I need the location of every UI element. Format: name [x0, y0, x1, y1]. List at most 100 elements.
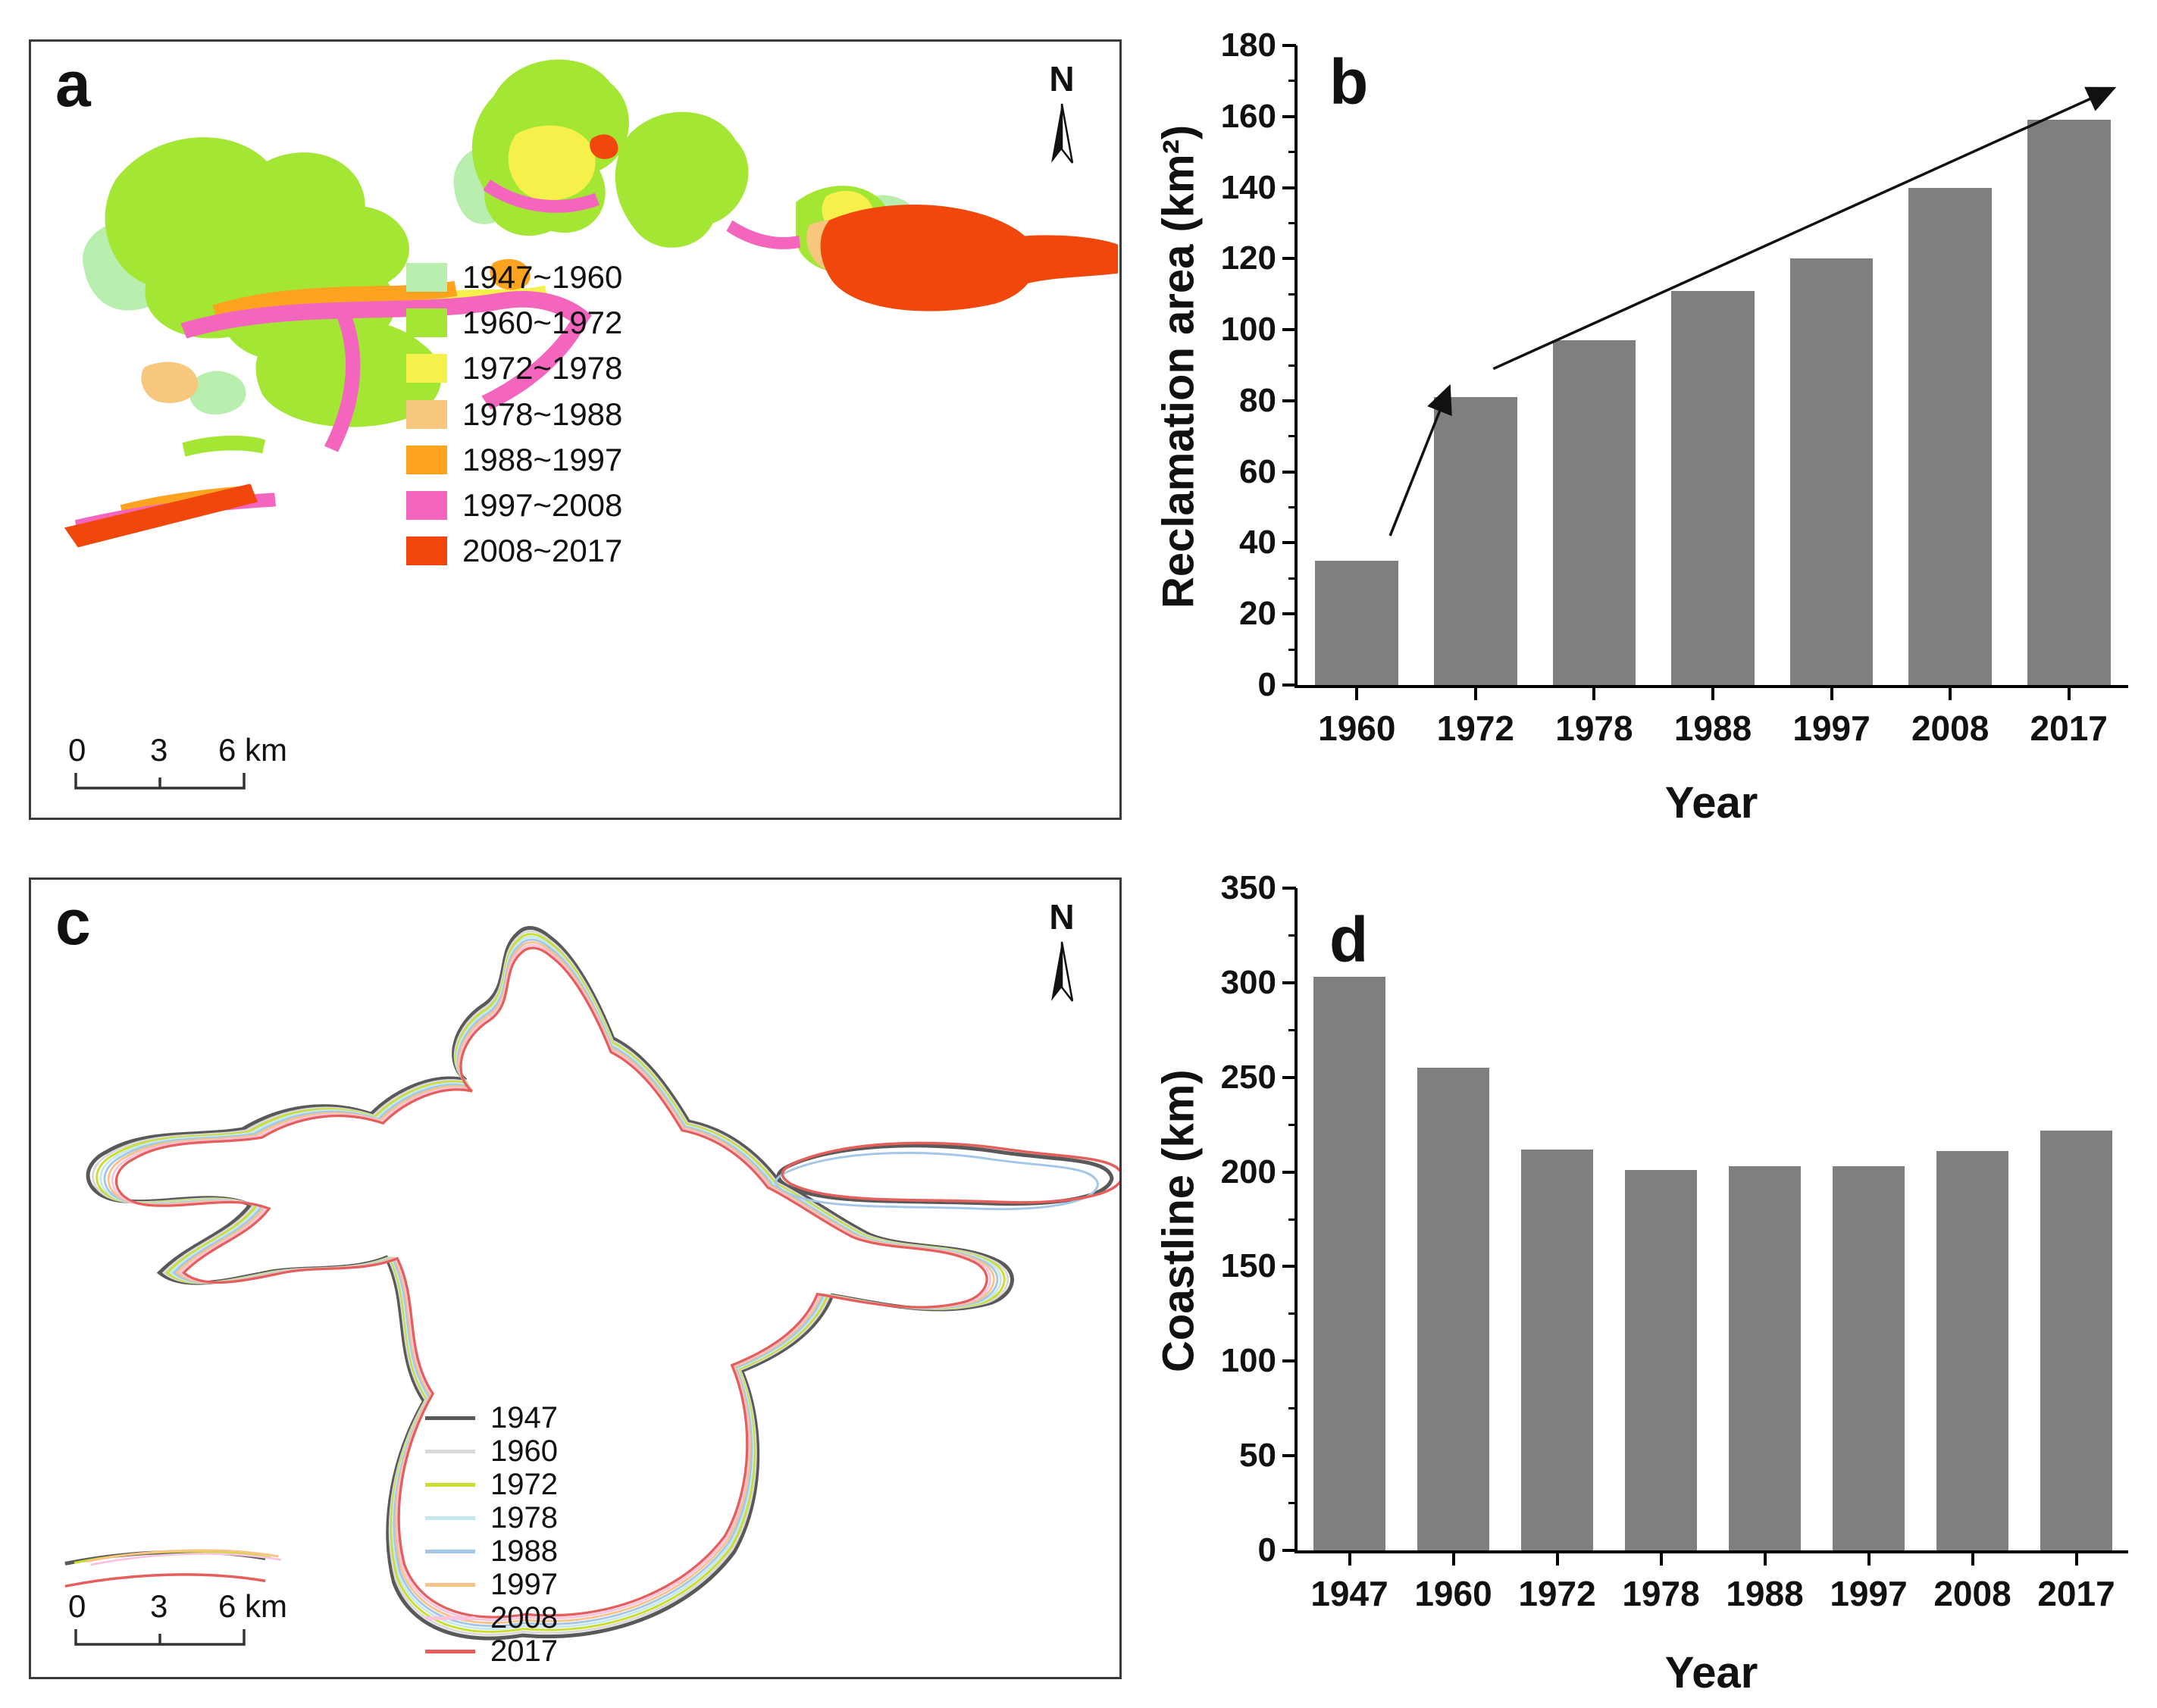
- x-axis-title: Year: [1664, 778, 1758, 827]
- legend-item: 2008~2017: [406, 533, 622, 568]
- y-tick: [1282, 186, 1296, 189]
- chart-reclamation-area: Reclamation area (km²) 0 20 40 60 80 100 120 14…: [1134, 14, 2153, 843]
- legend-color-swatch: [406, 399, 447, 429]
- legend-item: 1978~1988: [406, 396, 623, 432]
- legend-item: 1997~2008: [406, 487, 622, 523]
- panel-label-c: c: [55, 887, 91, 958]
- legend-label: 1972~1978: [462, 350, 623, 386]
- y-tick-label: 250: [1220, 1058, 1276, 1096]
- legend-item: 1972: [425, 1469, 558, 1500]
- legend-label: 1960~1972: [462, 305, 623, 341]
- x-axis-title: Year: [1664, 1648, 1758, 1697]
- bar-2008: [1908, 187, 1992, 685]
- y-tick-label: 100: [1220, 311, 1276, 349]
- y-tick-label: 20: [1239, 595, 1276, 633]
- north-arrow-icon: [1051, 941, 1074, 1002]
- x-tick-label: 1997: [1792, 709, 1871, 748]
- x-tick-label: 1960: [1318, 709, 1396, 748]
- bar-1960: [1315, 560, 1399, 685]
- y-tick: [1282, 1549, 1296, 1552]
- scalebar-zero: 0: [68, 1588, 86, 1624]
- legend-label: 1997: [490, 1568, 558, 1601]
- scale-bar: 0 3 6 km: [68, 1588, 287, 1651]
- legend-item: 1978: [425, 1503, 558, 1533]
- y-minor-tick: [1288, 364, 1296, 367]
- x-tick: [1451, 1553, 1455, 1566]
- x-tick-label: 2008: [1933, 1574, 2011, 1613]
- y-tick: [1282, 399, 1296, 402]
- y-tick: [1282, 1075, 1296, 1079]
- x-tick: [1355, 688, 1359, 700]
- y-tick-label: 40: [1239, 524, 1276, 562]
- north-label: N: [1049, 897, 1075, 937]
- legend-label: 2017: [490, 1634, 558, 1668]
- x-tick: [1473, 688, 1477, 700]
- x-tick: [1659, 1553, 1663, 1566]
- legend-label: 1988: [490, 1534, 558, 1568]
- legend-line-swatch: [425, 1549, 475, 1553]
- legend-label: 1947~1960: [462, 259, 623, 295]
- y-minor-tick: [1288, 80, 1296, 83]
- x-tick-label: 1972: [1518, 1574, 1596, 1613]
- bar-1988: [1728, 1166, 1802, 1550]
- y-tick: [1282, 684, 1296, 687]
- y-tick-label: 100: [1220, 1342, 1276, 1380]
- y-tick: [1282, 114, 1296, 118]
- x-tick-label: 1978: [1622, 1574, 1700, 1613]
- panel-c: c N 1947 1960 1972 1978 1988 1997 2008 2017 0 3…: [29, 877, 1122, 1679]
- legend-label: 1978~1988: [462, 396, 623, 432]
- reclamation-map: [64, 59, 1119, 548]
- panel-label-a: a: [55, 48, 91, 120]
- x-tick-label: 1972: [1436, 709, 1515, 748]
- north-arrow-icon: [1051, 103, 1074, 164]
- legend-color-swatch: [406, 354, 447, 383]
- scalebar-mid: 3: [150, 1588, 168, 1624]
- legend-line-swatch: [425, 1616, 475, 1620]
- legend-color-swatch: [406, 445, 447, 474]
- y-tick-label: 120: [1220, 239, 1276, 277]
- y-tick: [1282, 328, 1296, 332]
- y-minor-tick: [1288, 934, 1296, 937]
- bar-1960: [1417, 1068, 1490, 1550]
- bar-2017: [2040, 1130, 2113, 1550]
- y-tick: [1282, 257, 1296, 261]
- y-tick-label: 200: [1220, 1153, 1276, 1190]
- scale-bar: 0 3 6 km: [68, 732, 287, 795]
- x-tick-label: 1988: [1673, 709, 1752, 748]
- legend-item: 1997: [425, 1569, 558, 1600]
- legend-color-swatch: [406, 263, 447, 292]
- y-axis-title: Reclamation area (km²): [1154, 124, 1204, 609]
- x-tick: [1555, 1553, 1559, 1566]
- y-tick: [1282, 887, 1296, 890]
- x-tick-label: 1978: [1555, 709, 1633, 748]
- legend-label: 1972: [490, 1468, 558, 1501]
- plot-area: 0 50 100 150 200 250 300 350 1947 1960 1972 1978 198…: [1221, 869, 2128, 1613]
- x-tick: [1867, 1553, 1871, 1566]
- x-tick-label: 2017: [2030, 709, 2108, 748]
- legend-item: 2017: [425, 1636, 558, 1666]
- panel-a-legend: 1947~1960 1960~1972 1972~1978 1978~1988 1988…: [406, 259, 623, 568]
- legend-line-swatch: [425, 1482, 475, 1487]
- coastline-1988: [103, 938, 1100, 1628]
- x-tick-label: 1947: [1310, 1574, 1388, 1613]
- y-minor-tick: [1288, 151, 1296, 154]
- legend-item: 1960~1972: [406, 305, 622, 340]
- x-tick: [2067, 688, 2071, 700]
- y-tick: [1282, 1454, 1296, 1458]
- legend-item: 1947: [425, 1403, 558, 1433]
- scalebar-ruler-icon: [74, 773, 246, 790]
- bar-1988: [1671, 290, 1755, 685]
- x-tick-label: 2017: [2037, 1574, 2115, 1613]
- y-axis-title: Coastline (km): [1154, 1069, 1204, 1372]
- legend-color-swatch: [406, 308, 447, 338]
- legend-item: 1972~1978: [406, 351, 622, 386]
- x-tick: [1711, 688, 1714, 700]
- north-label: N: [1049, 59, 1075, 99]
- y-minor-tick: [1288, 221, 1296, 224]
- bar-1978: [1624, 1170, 1698, 1550]
- x-tick: [1830, 688, 1833, 700]
- bar-1997: [1832, 1166, 1905, 1550]
- y-tick: [1282, 541, 1296, 545]
- scalebar-end: 6 km: [218, 1588, 288, 1624]
